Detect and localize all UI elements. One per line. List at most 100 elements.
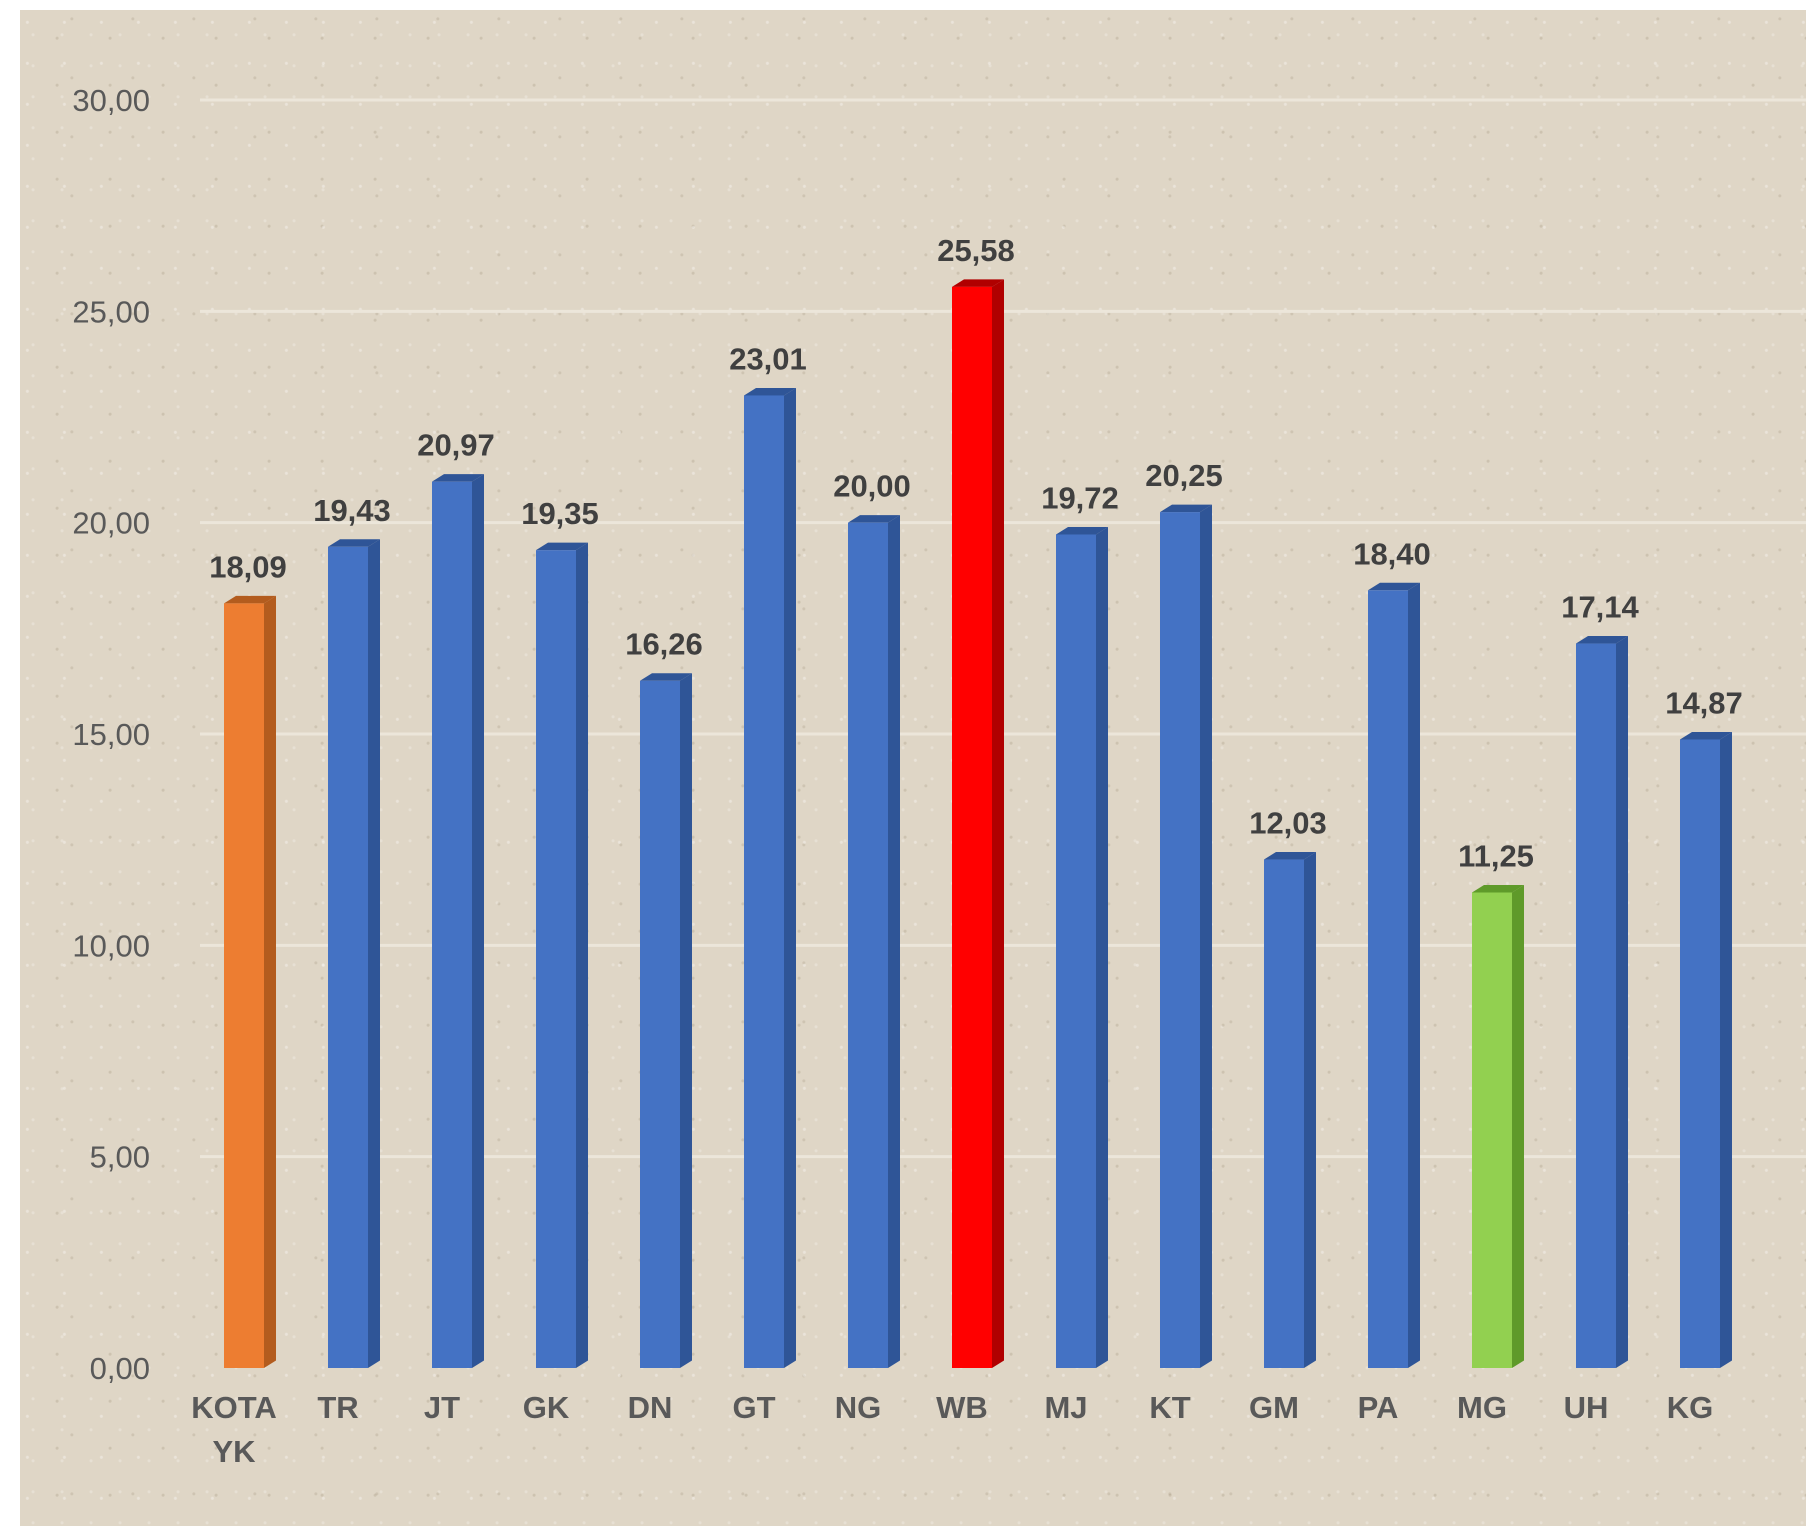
bar-side xyxy=(1096,527,1108,1368)
category-label: GK xyxy=(523,1390,570,1425)
data-label: 23,01 xyxy=(729,341,807,376)
category-label: PA xyxy=(1358,1390,1399,1425)
data-label: 19,35 xyxy=(521,496,599,531)
bar-top xyxy=(224,595,276,604)
category-label: MG xyxy=(1457,1390,1507,1425)
category-label: GM xyxy=(1249,1390,1299,1425)
bar-top xyxy=(432,474,484,482)
bar xyxy=(1472,885,1524,1368)
bar xyxy=(1160,504,1212,1369)
category-label: NG xyxy=(835,1390,882,1425)
category-label: MJ xyxy=(1044,1390,1087,1425)
bar-side xyxy=(472,474,484,1369)
bar-top xyxy=(1368,582,1420,591)
bar-side xyxy=(992,279,1004,1369)
bar-top xyxy=(952,279,1004,287)
bar-top xyxy=(1472,885,1524,893)
category-label: KOTA xyxy=(191,1390,277,1425)
y-tick-label: 20,00 xyxy=(72,506,150,541)
bar-front xyxy=(1576,643,1616,1368)
bar-side xyxy=(576,542,588,1368)
data-label: 20,00 xyxy=(833,469,911,504)
bar-top xyxy=(1264,852,1316,860)
category-label: UH xyxy=(1564,1390,1609,1425)
bar-front xyxy=(1160,512,1200,1368)
bar-side xyxy=(368,539,380,1368)
bar-top xyxy=(744,387,796,396)
bar-top xyxy=(1160,504,1212,513)
bar-front xyxy=(1680,739,1720,1368)
data-label: 11,25 xyxy=(1458,839,1534,874)
data-label: 20,97 xyxy=(417,428,495,463)
bar xyxy=(1368,582,1420,1368)
bar-top xyxy=(328,539,380,547)
data-label: 17,14 xyxy=(1561,590,1639,625)
bar xyxy=(536,542,588,1368)
bar-side xyxy=(1720,731,1732,1368)
data-labels: 18,09 19,43 20,97 19,35 16,26 23,01 20,00 25,58… xyxy=(209,233,1743,874)
bar-top xyxy=(1576,636,1628,644)
category-label: TR xyxy=(317,1390,358,1425)
category-label: DN xyxy=(628,1390,673,1425)
bar-side xyxy=(888,515,900,1368)
bar xyxy=(432,474,484,1369)
bar-front xyxy=(432,481,472,1369)
bar-side xyxy=(1408,582,1420,1368)
category-label: WB xyxy=(936,1390,988,1425)
bar xyxy=(1264,852,1316,1368)
bars xyxy=(224,279,1732,1369)
bar xyxy=(1680,731,1732,1368)
bar-top xyxy=(1680,731,1732,740)
bar xyxy=(224,595,276,1368)
bar xyxy=(1056,527,1108,1368)
bar-front xyxy=(952,286,992,1369)
bar xyxy=(640,673,692,1368)
bar xyxy=(328,539,380,1368)
category-label: JT xyxy=(424,1390,460,1425)
bar-side xyxy=(1200,504,1212,1369)
category-label: YK xyxy=(212,1434,256,1469)
y-tick-label: 0,00 xyxy=(90,1351,150,1386)
category-label: KT xyxy=(1149,1390,1190,1425)
bar-side xyxy=(784,387,796,1369)
bar-side xyxy=(1512,885,1524,1368)
data-label: 18,40 xyxy=(1353,536,1431,571)
bar xyxy=(1576,636,1628,1368)
data-label: 19,72 xyxy=(1041,481,1119,516)
bar-front xyxy=(1368,590,1408,1368)
category-label: KG xyxy=(1667,1390,1714,1425)
bar-front xyxy=(1264,859,1304,1368)
data-label: 14,87 xyxy=(1665,685,1743,720)
bar-front xyxy=(224,603,264,1368)
data-label: 16,26 xyxy=(625,627,703,662)
bar-top xyxy=(536,542,588,551)
y-tick-label: 10,00 xyxy=(72,928,150,963)
data-label: 20,25 xyxy=(1145,458,1223,493)
bar xyxy=(744,387,796,1369)
y-tick-label: 30,00 xyxy=(72,83,150,118)
bar-top xyxy=(640,673,692,681)
data-label: 18,09 xyxy=(209,549,287,584)
bar-side xyxy=(1616,636,1628,1368)
y-tick-label: 25,00 xyxy=(72,294,150,329)
y-tick-label: 5,00 xyxy=(90,1140,150,1175)
bar xyxy=(848,515,900,1368)
bar-front xyxy=(640,680,680,1368)
chart-area: 0,00 5,00 10,00 15,00 20,00 25,00 30,00 18,09 1… xyxy=(20,10,1806,1526)
bar-front xyxy=(328,546,368,1368)
category-label: GT xyxy=(732,1390,775,1425)
bar-side xyxy=(680,673,692,1368)
bar-front xyxy=(1056,534,1096,1368)
y-axis-tick-labels: 0,00 5,00 10,00 15,00 20,00 25,00 30,00 xyxy=(72,83,150,1386)
bar-side xyxy=(1304,852,1316,1368)
bar xyxy=(952,279,1004,1369)
bar-front xyxy=(1472,892,1512,1368)
y-tick-label: 15,00 xyxy=(72,717,150,752)
bar-top xyxy=(848,515,900,523)
bar-front xyxy=(744,395,784,1369)
data-label: 19,43 xyxy=(313,493,391,528)
data-label: 25,58 xyxy=(937,233,1015,268)
x-axis-category-labels: KOTA YK TR JT GK DN GT NG WB MJ KT GM PA MG UH KG xyxy=(191,1390,1713,1469)
bar-side xyxy=(264,595,276,1368)
